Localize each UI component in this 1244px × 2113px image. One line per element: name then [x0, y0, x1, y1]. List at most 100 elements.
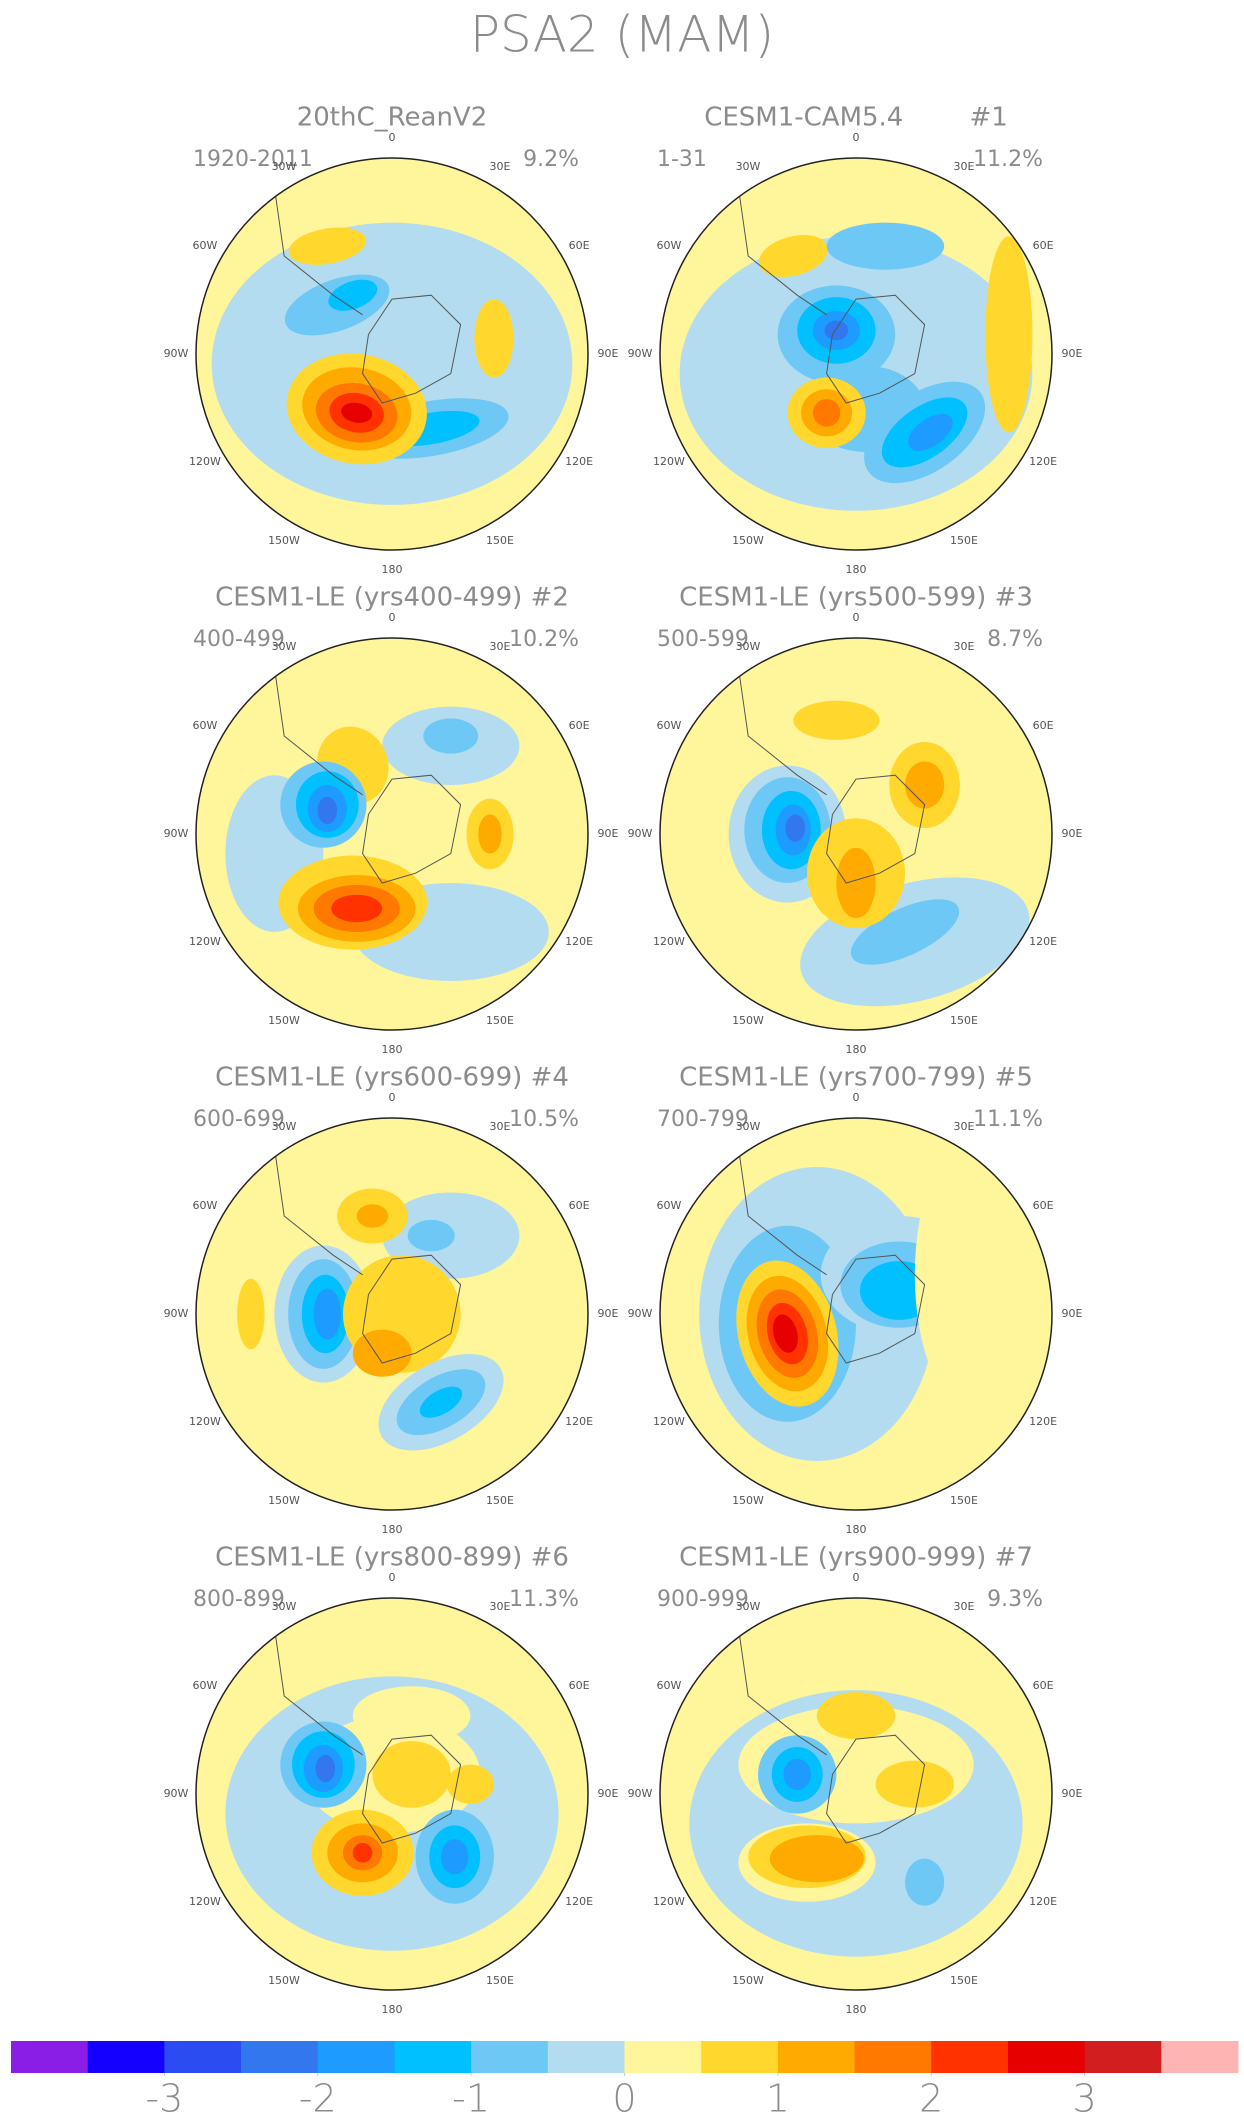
lon-label: 90E — [1062, 827, 1083, 840]
lon-label: 60E — [1033, 719, 1054, 732]
coastline — [737, 1147, 827, 1276]
coastline — [826, 294, 926, 404]
map-border — [195, 637, 589, 1031]
map-fill — [196, 158, 588, 550]
lon-label: 0 — [853, 131, 860, 144]
lon-label: 30W — [736, 640, 761, 653]
panel-title: CESM1-LE (yrs400-499) #2 — [215, 583, 569, 613]
panel-title: CESM1-CAM5.4 #1 — [704, 103, 1008, 133]
panel-title: 20thC_ReanV2 — [297, 103, 488, 133]
map-border — [195, 157, 589, 551]
lon-label: 90W — [628, 827, 653, 840]
panel-title: CESM1-LE (yrs600-699) #4 — [215, 1063, 569, 1093]
contour-fill — [850, 899, 960, 965]
lon-label: 150W — [268, 1014, 300, 1027]
lon-label: 90W — [164, 347, 189, 360]
panel-explained: 11.3% — [509, 1587, 579, 1612]
lon-label: 150E — [486, 534, 514, 547]
colorbar-label: 3 — [1073, 2077, 1097, 2113]
map-fill — [660, 1118, 1052, 1510]
lon-label: 90E — [598, 827, 619, 840]
lon-label: 120E — [565, 1415, 593, 1428]
lon-label: 90E — [598, 1307, 619, 1320]
map-fill — [660, 1598, 1052, 1990]
panel-period: 1920-2011 — [193, 147, 313, 172]
colorbar-label: -1 — [452, 2077, 490, 2113]
contour-fill — [356, 1204, 389, 1228]
coastline — [737, 187, 827, 316]
lon-label: 120E — [1029, 455, 1057, 468]
lon-label: 60W — [657, 719, 682, 732]
lon-label: 0 — [853, 1091, 860, 1104]
colorbar-box — [471, 2041, 549, 2073]
panel-title: CESM1-LE (yrs900-999) #7 — [679, 1543, 1033, 1573]
colorbar-label: 1 — [766, 2077, 790, 2113]
lon-label: 60E — [569, 1679, 590, 1692]
coastline — [273, 667, 363, 796]
contour-fill — [288, 227, 367, 265]
coastline — [273, 1627, 363, 1756]
contour-fill — [812, 399, 841, 427]
lon-label: 30W — [272, 1120, 297, 1133]
lon-label: 30E — [954, 1600, 975, 1613]
contour-fill — [836, 847, 876, 919]
map-panel: CESM1-LE (yrs700-799) #5 700-799 11.1% 0 30E… — [628, 1063, 1083, 1537]
map-panel: 20thC_ReanV2 1920-2011 9.2% 0 30E 60E 90E 120E 1… — [164, 103, 619, 577]
lon-label: 0 — [389, 611, 396, 624]
contour-fill — [237, 1278, 265, 1350]
colorbar-box — [394, 2041, 472, 2073]
panel-explained: 9.2% — [523, 147, 579, 172]
lon-label: 30E — [490, 160, 511, 173]
lon-label: 60E — [1033, 1199, 1054, 1212]
map-fill — [196, 638, 588, 1030]
map-panel: CESM1-CAM5.4 #1 1-31 11.2% 0 30E 60E 90E 120E 15… — [628, 103, 1083, 577]
panel-period: 400-499 — [193, 627, 285, 652]
panel-period: 600-699 — [193, 1107, 285, 1132]
lon-label: 60E — [1033, 1679, 1054, 1692]
contour-fill — [372, 1741, 451, 1808]
lon-label: 150W — [268, 1974, 300, 1987]
contour-fill — [908, 413, 953, 451]
lon-label: 150E — [486, 1494, 514, 1507]
lon-label: 120W — [189, 935, 221, 948]
panel-period: 700-799 — [657, 1107, 749, 1132]
lon-label: 30E — [954, 160, 975, 173]
lon-label: 30W — [736, 1600, 761, 1613]
contour-fill — [352, 1843, 373, 1863]
colorbar-label: 2 — [919, 2077, 943, 2113]
coastline — [273, 1147, 363, 1276]
contour-fill — [407, 1219, 455, 1252]
panel-period: 900-999 — [657, 1587, 749, 1612]
lon-label: 150W — [268, 1494, 300, 1507]
lon-label: 30E — [954, 1120, 975, 1133]
colorbar-label: -3 — [145, 2077, 183, 2113]
panel-explained: 11.2% — [973, 147, 1043, 172]
lon-label: 30E — [954, 640, 975, 653]
map-border — [659, 637, 1053, 1031]
lon-label: 150E — [950, 1974, 978, 1987]
colorbar-box — [777, 2041, 856, 2073]
panel-explained: 11.1% — [973, 1107, 1043, 1132]
lon-label: 30E — [490, 1600, 511, 1613]
contour-fill — [331, 894, 383, 923]
map-border — [659, 157, 1053, 551]
colorbar-box — [624, 2041, 702, 2073]
lon-label: 60W — [193, 719, 218, 732]
lon-label: 90E — [1062, 347, 1083, 360]
lon-label: 120E — [1029, 935, 1057, 948]
colorbar-box — [1007, 2041, 1086, 2073]
lon-label: 60E — [1033, 239, 1054, 252]
lon-label: 120W — [653, 1415, 685, 1428]
colorbar-box — [241, 2041, 319, 2073]
coastline — [362, 1734, 462, 1844]
lon-label: 90E — [598, 1787, 619, 1800]
colorbar-box — [854, 2041, 932, 2073]
contour-fill — [793, 700, 880, 740]
lon-label: 180 — [846, 563, 867, 576]
lon-label: 90W — [164, 827, 189, 840]
lon-label: 60E — [569, 239, 590, 252]
lon-label: 150E — [950, 1014, 978, 1027]
lon-label: 30W — [736, 1120, 761, 1133]
lon-label: 120W — [653, 455, 685, 468]
